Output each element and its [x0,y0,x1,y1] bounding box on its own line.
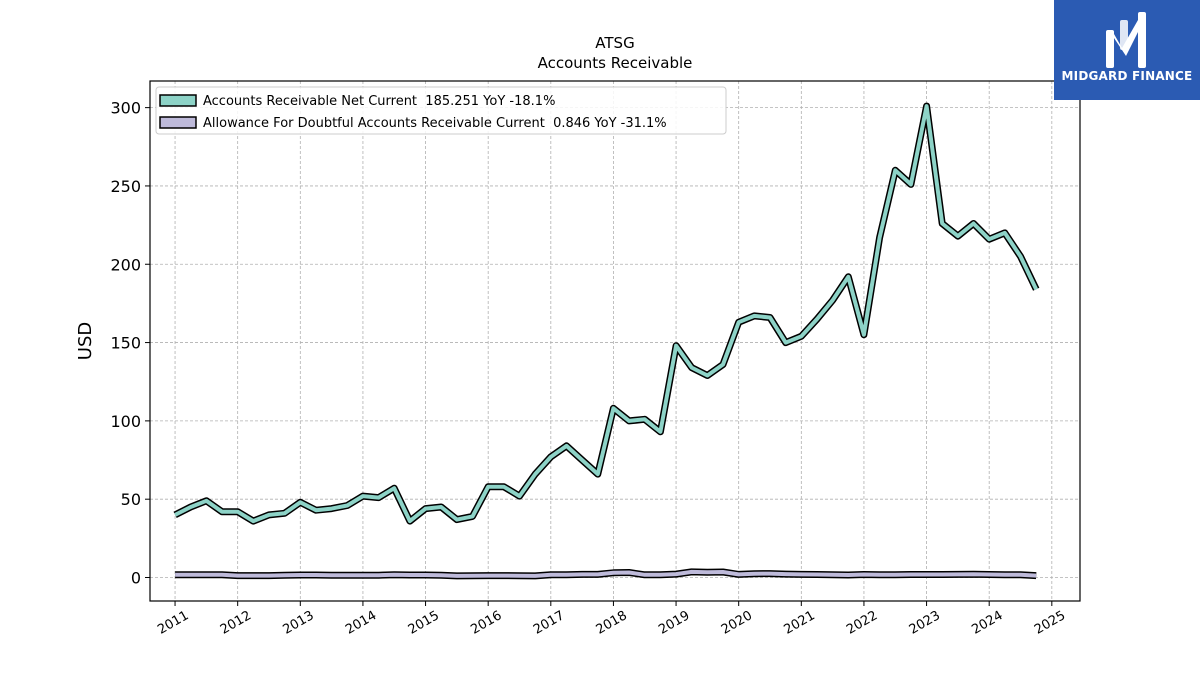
x-tick-label: 2015 [406,608,442,638]
legend-label-2: Allowance For Doubtful Accounts Receivab… [203,116,667,131]
chart-subtitle: Accounts Receivable [538,54,693,72]
y-tick-label: 250 [110,177,141,196]
series-group [173,102,1040,580]
y-tick-label: 50 [121,490,141,509]
x-tick-label: 2025 [1032,608,1068,638]
legend-label-1: Accounts Receivable Net Current 185.251 … [203,94,555,109]
y-tick-label: 100 [110,412,141,431]
series-line-2 [175,569,1037,578]
x-tick-label: 2024 [969,608,1005,638]
x-tick-label: 2013 [280,608,316,638]
y-tick-label: 200 [110,255,141,274]
x-tick-label: 2017 [531,608,567,638]
x-tick-label: 2022 [844,608,880,638]
series-line-outline-1 [173,102,1040,525]
y-tick-label: 150 [110,334,141,353]
series-line-1 [174,104,1039,524]
y-axis-label: USD [75,322,96,360]
y-tick-label: 0 [131,569,141,588]
x-tick-label: 2012 [218,608,254,638]
x-tick-label: 2018 [594,608,630,638]
x-tick-label: 2016 [468,608,504,638]
chart-title: ATSG [595,34,634,52]
legend-swatch-2 [159,116,197,129]
plot-frame [149,80,1081,602]
y-tick-label: 300 [110,99,141,118]
grid-lines [150,81,1080,601]
x-tick-label: 2019 [656,608,692,638]
x-tick-label: 2011 [155,608,191,638]
x-tick-label: 2023 [907,608,943,638]
legend-box [155,86,727,135]
x-tick-label: 2020 [719,608,755,638]
midgard-finance-logo: MIDGARD FINANCE [1054,0,1200,100]
logo-name: MIDGARD FINANCE [1061,69,1193,83]
midgard-logo-icon [1106,12,1146,68]
x-tick-label: 2014 [343,608,379,638]
y-axis: 0 50 100 150 200 250 300 [110,99,150,588]
legend: Accounts Receivable Net Current 185.251 … [155,86,727,135]
x-tick-label: 2021 [781,608,817,638]
legend-swatch-1 [159,94,197,107]
x-axis: 2011 2012 2013 2014 2015 2016 2017 2018 2019 2020… [155,601,1068,638]
